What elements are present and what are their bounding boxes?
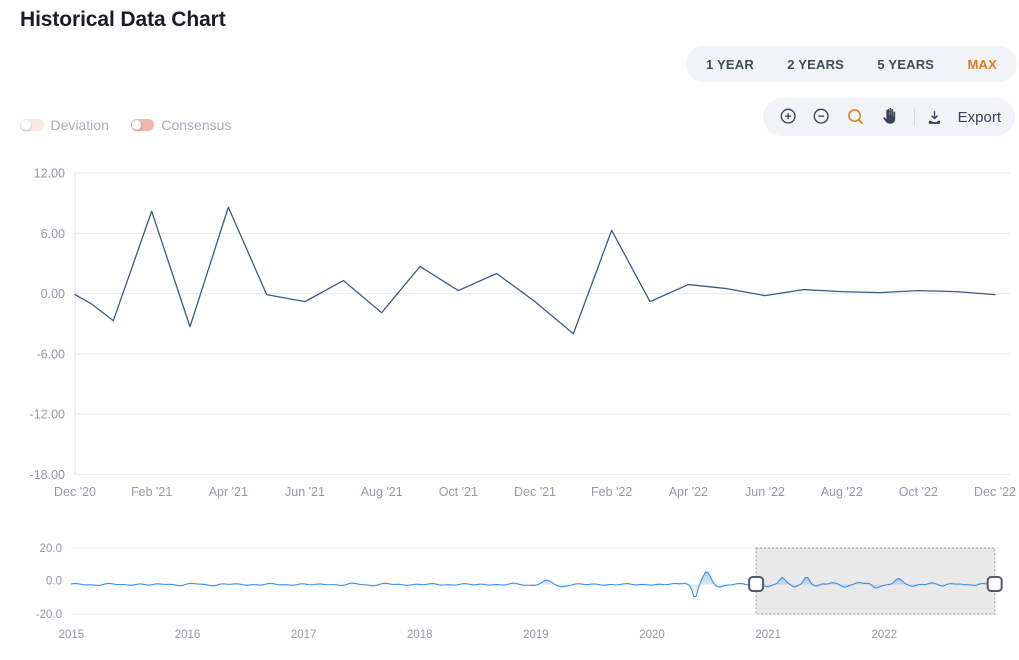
svg-text:Dec '21: Dec '21 <box>514 485 556 499</box>
svg-text:Feb '22: Feb '22 <box>591 485 632 499</box>
svg-text:-12.00: -12.00 <box>30 408 65 422</box>
svg-text:Oct '21: Oct '21 <box>439 485 478 499</box>
svg-text:2018: 2018 <box>407 629 433 641</box>
svg-text:-6.00: -6.00 <box>37 347 66 361</box>
svg-text:Oct '22: Oct '22 <box>899 485 938 499</box>
svg-text:Apr '21: Apr '21 <box>209 485 248 499</box>
svg-text:2022: 2022 <box>872 629 898 641</box>
svg-text:Dec '22: Dec '22 <box>974 485 1016 499</box>
svg-text:2016: 2016 <box>175 629 201 641</box>
svg-text:-20.0: -20.0 <box>36 609 62 621</box>
svg-text:0.0: 0.0 <box>46 576 62 588</box>
svg-text:Aug '21: Aug '21 <box>361 485 403 499</box>
svg-text:Jun '21: Jun '21 <box>285 485 325 499</box>
svg-text:12.00: 12.00 <box>34 167 65 181</box>
svg-text:Aug '22: Aug '22 <box>821 485 863 499</box>
svg-text:Apr '22: Apr '22 <box>669 485 708 499</box>
svg-text:-18.00: -18.00 <box>30 468 65 482</box>
svg-text:6.00: 6.00 <box>41 227 65 241</box>
svg-text:Feb '21: Feb '21 <box>131 485 172 499</box>
svg-text:Jun '22: Jun '22 <box>745 485 785 499</box>
svg-text:2017: 2017 <box>291 629 317 641</box>
svg-text:0.00: 0.00 <box>41 287 65 301</box>
svg-text:2020: 2020 <box>639 629 665 641</box>
svg-text:2021: 2021 <box>755 629 781 641</box>
svg-text:2019: 2019 <box>523 629 549 641</box>
svg-text:2015: 2015 <box>59 629 85 641</box>
svg-text:Dec '20: Dec '20 <box>54 485 96 499</box>
svg-text:20.0: 20.0 <box>40 543 62 555</box>
